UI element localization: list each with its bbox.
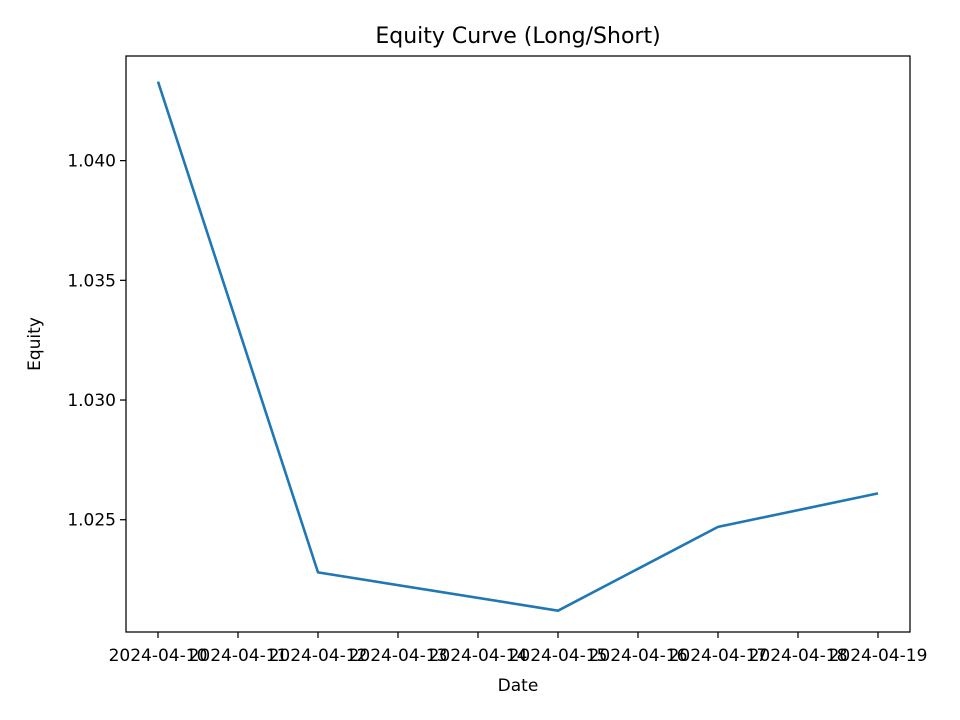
x-tick-label: 2024-04-15 xyxy=(509,646,608,666)
x-tick-label: 2024-04-12 xyxy=(269,646,368,666)
equity-series-line xyxy=(156,81,879,612)
y-tick-label: 1.030 xyxy=(67,391,116,411)
y-axis-label: Equity xyxy=(25,317,45,371)
x-tick-label: 2024-04-13 xyxy=(349,646,448,666)
x-tick-label: 2024-04-10 xyxy=(109,646,208,666)
x-tick-label: 2024-04-11 xyxy=(189,646,288,666)
x-tick-label: 2024-04-18 xyxy=(749,646,848,666)
y-tick-label: 1.040 xyxy=(67,152,116,172)
x-tick-label: 2024-04-16 xyxy=(589,646,688,666)
y-tick-label: 1.035 xyxy=(67,271,116,291)
plot-area xyxy=(125,55,911,633)
x-axis: 2024-04-102024-04-112024-04-122024-04-13… xyxy=(109,632,928,666)
x-axis-label: Date xyxy=(498,676,539,696)
chart-title: Equity Curve (Long/Short) xyxy=(375,24,660,49)
plot-frame xyxy=(125,55,911,633)
y-axis: 1.025 1.030 1.035 1.040 xyxy=(67,152,126,531)
y-tick-label: 1.025 xyxy=(67,511,116,531)
x-tick-label: 2024-04-19 xyxy=(829,646,928,666)
x-tick-label: 2024-04-14 xyxy=(429,646,528,666)
x-tick-label: 2024-04-17 xyxy=(669,646,768,666)
